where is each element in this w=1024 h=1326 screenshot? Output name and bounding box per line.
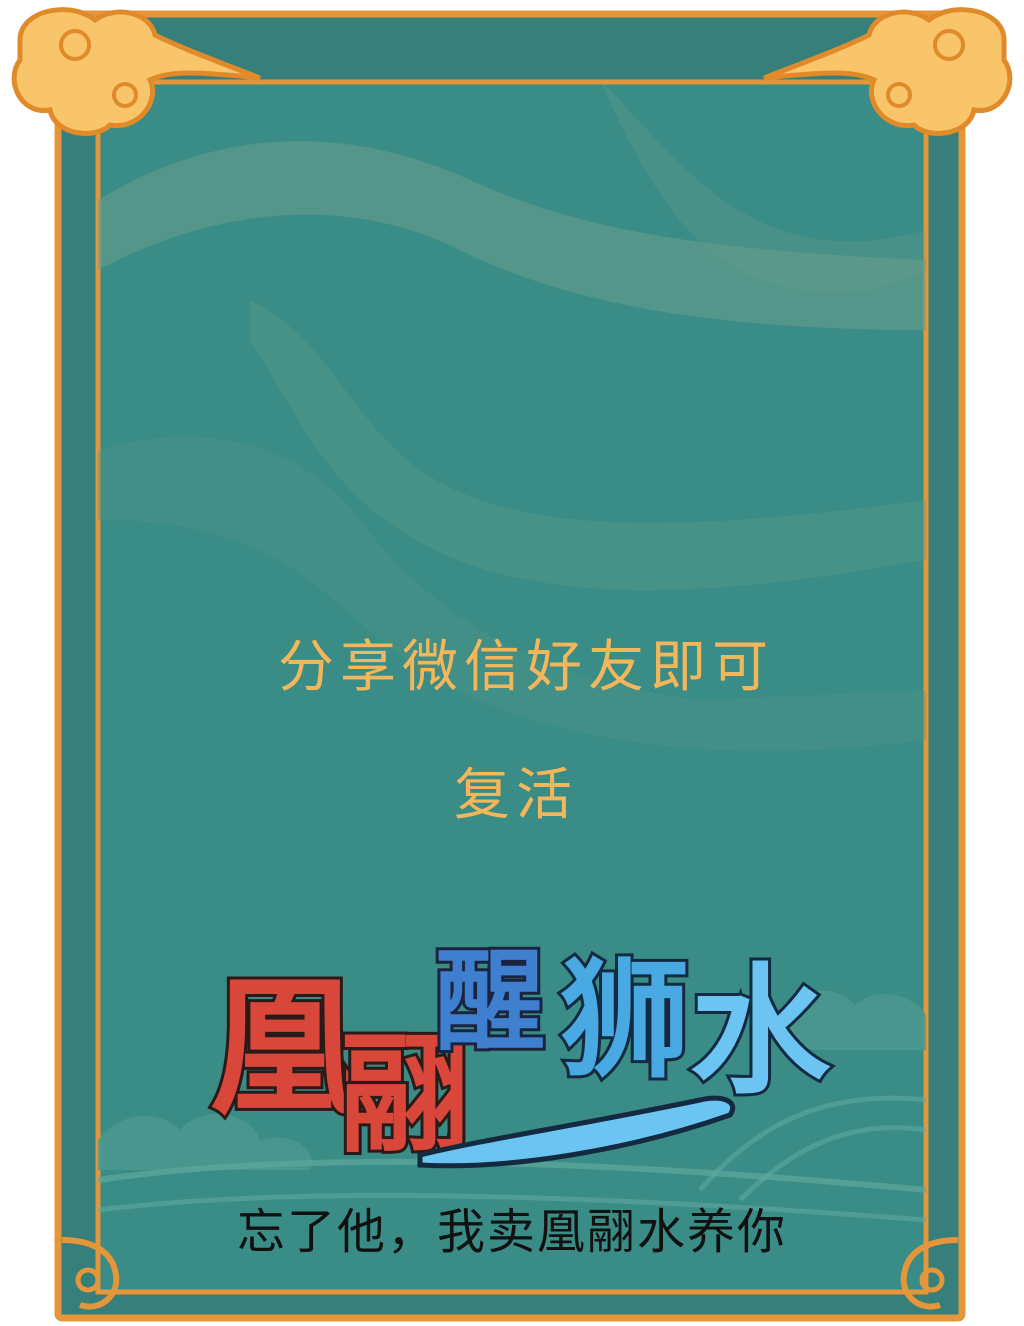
- cloud-icon: [11, 7, 261, 136]
- revive-message-line1: 分享微信好友即可: [278, 635, 774, 700]
- logo-char-1: 凰: [210, 960, 360, 1136]
- logo-char-4: 狮: [560, 943, 690, 1096]
- logo-char-3: 醒: [435, 937, 545, 1066]
- revive-message-line2: 复活: [454, 763, 578, 828]
- logo-char-5: 水: [690, 950, 831, 1114]
- logo-swoosh: [417, 1095, 735, 1169]
- cloud-icon: [763, 7, 1013, 136]
- corner-ornament-bottom-left: [61, 1237, 120, 1310]
- corner-ornament-bottom-right: [900, 1237, 959, 1310]
- slogan-caption: 忘了他，我卖凰翮水养你: [236, 1204, 787, 1260]
- brand-logo: 凰 翮 醒 狮 水: [207, 934, 834, 1174]
